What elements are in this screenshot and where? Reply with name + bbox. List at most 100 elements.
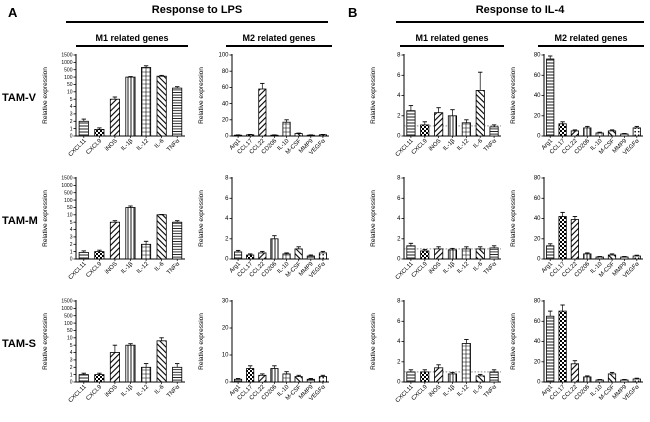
svg-text:20: 20 [534, 360, 541, 366]
svg-text:0: 0 [397, 380, 401, 386]
svg-text:Relative expression: Relative expression [198, 67, 205, 124]
chart-il4-m1-tam-s: 0 2 4 6 8 Relative expression CXCL11 CXCL9 iNOS I… [368, 296, 518, 420]
chart-il4-m2-tam-v: 0 20 40 60 80 Relative expression Arg1 CCL17 CCL… [508, 50, 650, 174]
svg-text:0: 0 [70, 257, 73, 263]
row-label-tam-v: TAM-V [2, 92, 37, 104]
subtitle-b-m1-genes: M1 related genes [400, 33, 504, 47]
svg-text:CXCL11: CXCL11 [395, 261, 415, 281]
svg-text:IL-12: IL-12 [456, 384, 470, 398]
svg-text:iNOS: iNOS [428, 138, 442, 152]
svg-text:1: 1 [70, 249, 73, 255]
svg-text:CXCL9: CXCL9 [85, 384, 103, 402]
svg-text:CXCL9: CXCL9 [411, 384, 429, 402]
svg-text:Relative expression: Relative expression [510, 190, 517, 247]
svg-text:3: 3 [70, 112, 73, 118]
svg-text:4: 4 [70, 227, 73, 233]
svg-text:4: 4 [70, 104, 73, 110]
svg-text:80: 80 [534, 53, 541, 59]
svg-text:Relative expression: Relative expression [42, 67, 49, 124]
svg-text:100: 100 [64, 321, 73, 327]
chart-lps-m1-tam-s: 0 1 2 3 4 5 10 50 100 500 1000 1500 Relative express… [40, 296, 190, 420]
svg-text:40: 40 [222, 101, 229, 107]
svg-text:CXCL11: CXCL11 [68, 261, 88, 281]
chart-il4-m2-tam-m: 0 20 40 60 80 Relative expression Arg1 CCL17 CCL… [508, 173, 650, 297]
svg-text:10: 10 [222, 353, 229, 359]
svg-text:500: 500 [64, 190, 73, 196]
svg-text:IL-1β: IL-1β [120, 384, 134, 398]
chart-lps-m1-tam-m: 0 1 2 3 4 5 10 50 100 500 1000 1500 Relative express… [40, 173, 190, 297]
panel-title-il4: Response to IL-4 [396, 4, 644, 23]
svg-text:1000: 1000 [61, 306, 72, 312]
svg-text:CXCL11: CXCL11 [68, 384, 88, 404]
svg-text:0: 0 [225, 134, 229, 140]
svg-text:5: 5 [70, 97, 73, 103]
svg-text:80: 80 [534, 176, 541, 182]
svg-text:TNFα: TNFα [166, 261, 181, 276]
svg-text:TNFα: TNFα [483, 384, 498, 399]
svg-text:100: 100 [218, 53, 229, 59]
svg-text:2: 2 [225, 237, 229, 243]
svg-text:Relative expression: Relative expression [42, 190, 49, 247]
svg-text:CXCL9: CXCL9 [411, 138, 429, 156]
svg-text:IL-1β: IL-1β [120, 261, 134, 275]
svg-text:60: 60 [222, 85, 229, 91]
svg-text:iNOS: iNOS [104, 138, 118, 152]
row-label-tam-s: TAM-S [2, 338, 37, 350]
svg-text:0: 0 [397, 257, 401, 263]
panel-label-b: B [348, 5, 358, 20]
chart-il4-m1-tam-m: 0 2 4 6 8 Relative expression CXCL11 CXCL9 iNOS I… [368, 173, 518, 297]
svg-text:8: 8 [225, 176, 229, 182]
svg-text:2: 2 [70, 365, 73, 371]
svg-text:2: 2 [70, 242, 73, 248]
svg-text:0: 0 [225, 380, 229, 386]
svg-text:6: 6 [397, 196, 401, 202]
svg-text:20: 20 [534, 237, 541, 243]
svg-text:IL-12: IL-12 [136, 138, 150, 152]
svg-text:5: 5 [70, 343, 73, 349]
svg-text:Relative expression: Relative expression [198, 190, 205, 247]
svg-text:TNFα: TNFα [166, 384, 181, 399]
svg-text:iNOS: iNOS [428, 261, 442, 275]
svg-text:Relative expression: Relative expression [198, 313, 205, 370]
svg-text:30: 30 [222, 299, 229, 305]
svg-text:1500: 1500 [61, 299, 72, 305]
subtitle-a-m1-genes: M1 related genes [76, 33, 188, 47]
svg-text:6: 6 [397, 73, 401, 79]
svg-text:2: 2 [397, 237, 401, 243]
svg-text:4: 4 [397, 93, 401, 99]
svg-text:6: 6 [225, 196, 229, 202]
svg-text:IL-6: IL-6 [154, 384, 166, 396]
chart-lps-m2-tam-v: 0 20 40 60 80 100 Relative expression Arg1 CCL17… [196, 50, 346, 174]
svg-text:TNFα: TNFα [483, 138, 498, 153]
svg-text:1500: 1500 [61, 176, 72, 182]
svg-text:50: 50 [67, 82, 73, 88]
svg-text:60: 60 [534, 319, 541, 325]
svg-text:Relative expression: Relative expression [370, 190, 377, 247]
chart-lps-m1-tam-v: 0 1 2 3 4 5 10 50 100 500 1000 1500 Relative express… [40, 50, 190, 174]
svg-text:IL-1β: IL-1β [442, 261, 456, 275]
svg-text:IL-1β: IL-1β [442, 384, 456, 398]
svg-text:1: 1 [70, 372, 73, 378]
svg-text:1000: 1000 [61, 60, 72, 66]
chart-il4-m1-tam-v: 0 2 4 6 8 Ralative expression CXCL11 CXCL9 iNOS I… [368, 50, 518, 174]
svg-text:1500: 1500 [61, 53, 72, 59]
subtitle-a-m2-genes: M2 related genes [226, 33, 332, 47]
svg-text:3: 3 [70, 235, 73, 241]
svg-text:500: 500 [64, 313, 73, 319]
svg-text:10: 10 [67, 213, 73, 219]
svg-text:40: 40 [534, 93, 541, 99]
svg-text:0: 0 [70, 134, 73, 140]
svg-text:Relative expression: Relative expression [510, 313, 517, 370]
svg-text:500: 500 [64, 67, 73, 73]
chart-lps-m2-tam-s: 0 10 20 30 Relative expression Arg1 CCL17 CCL22… [196, 296, 346, 420]
svg-text:0: 0 [70, 380, 73, 386]
svg-text:100: 100 [64, 198, 73, 204]
svg-text:20: 20 [222, 118, 229, 124]
svg-text:CXCL9: CXCL9 [411, 261, 429, 279]
svg-text:iNOS: iNOS [104, 261, 118, 275]
svg-text:IL-1β: IL-1β [120, 138, 134, 152]
svg-text:8: 8 [397, 176, 401, 182]
row-label-tam-m: TAM-M [2, 215, 38, 227]
svg-text:TNFα: TNFα [166, 138, 181, 153]
